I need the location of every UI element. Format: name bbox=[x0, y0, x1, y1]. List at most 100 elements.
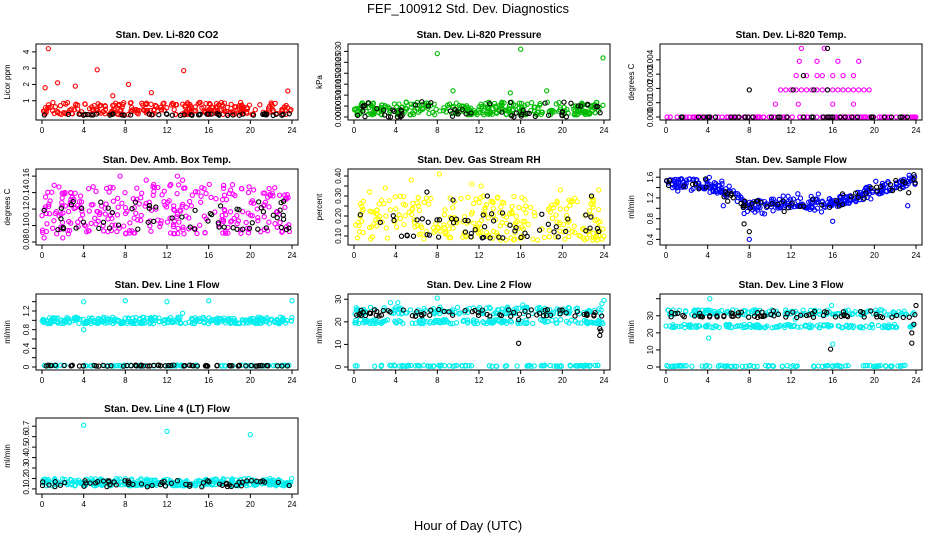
data-point bbox=[743, 363, 749, 369]
data-point bbox=[74, 202, 81, 209]
data-point bbox=[790, 362, 796, 369]
data-point bbox=[542, 307, 548, 313]
data-point bbox=[244, 478, 250, 484]
data-point bbox=[557, 187, 563, 193]
data-point bbox=[178, 208, 184, 214]
x-tick-label: 24 bbox=[288, 126, 297, 135]
x-tick-label: 20 bbox=[246, 126, 255, 135]
data-point bbox=[664, 178, 670, 184]
data-point bbox=[460, 318, 466, 324]
data-point bbox=[739, 363, 746, 370]
data-point bbox=[769, 325, 775, 331]
data-point bbox=[426, 201, 432, 207]
data-point bbox=[144, 484, 150, 490]
data-point bbox=[746, 236, 752, 243]
data-point bbox=[541, 363, 547, 369]
data-point bbox=[360, 108, 366, 114]
x-tick-label: 16 bbox=[204, 251, 213, 260]
y-tick-label: 0.002 bbox=[646, 78, 655, 99]
data-point bbox=[93, 221, 99, 227]
data-point bbox=[583, 312, 590, 318]
data-point bbox=[119, 200, 125, 206]
data-point bbox=[746, 314, 752, 320]
data-point bbox=[509, 203, 515, 210]
y-axis-label: percent bbox=[315, 193, 324, 220]
data-point bbox=[245, 189, 252, 196]
data-point bbox=[434, 50, 440, 57]
data-point bbox=[785, 193, 791, 199]
y-tick-label: 0 bbox=[22, 364, 31, 369]
x-tick-label: 24 bbox=[288, 376, 297, 385]
data-point bbox=[138, 476, 144, 482]
data-point bbox=[391, 306, 397, 313]
data-point bbox=[680, 312, 686, 319]
data-point bbox=[249, 220, 255, 226]
data-point bbox=[421, 311, 427, 317]
data-point bbox=[555, 234, 561, 240]
data-point bbox=[728, 114, 734, 120]
x-tick-label: 20 bbox=[558, 126, 567, 135]
data-point bbox=[569, 229, 575, 235]
data-points bbox=[39, 173, 293, 241]
data-point bbox=[386, 197, 392, 204]
data-point bbox=[441, 105, 447, 111]
data-point bbox=[568, 198, 574, 204]
x-tick-label: 12 bbox=[475, 126, 484, 135]
data-point bbox=[397, 113, 404, 119]
data-point bbox=[751, 313, 758, 319]
data-point bbox=[741, 321, 747, 328]
data-point bbox=[500, 235, 506, 241]
data-point bbox=[131, 215, 137, 221]
data-point bbox=[391, 217, 397, 224]
data-point bbox=[424, 189, 430, 195]
data-point bbox=[681, 321, 687, 328]
data-point bbox=[471, 319, 477, 325]
data-point bbox=[795, 191, 801, 197]
plot-frame bbox=[659, 43, 923, 121]
data-point bbox=[489, 199, 496, 205]
data-point bbox=[234, 220, 240, 227]
data-point bbox=[239, 317, 246, 323]
data-point bbox=[520, 219, 526, 225]
data-point bbox=[229, 182, 236, 188]
data-point bbox=[574, 308, 580, 315]
data-point bbox=[156, 362, 162, 368]
data-point bbox=[133, 314, 139, 321]
y-tick-label: 0.10 bbox=[22, 217, 31, 233]
data-point bbox=[595, 206, 602, 213]
data-point bbox=[75, 219, 81, 225]
y-tick-label: 0.1 bbox=[22, 483, 31, 495]
data-point bbox=[47, 362, 54, 369]
data-point bbox=[455, 111, 461, 117]
y-axis-label: Licor ppm bbox=[3, 64, 12, 99]
data-point bbox=[354, 363, 360, 369]
data-point bbox=[473, 110, 479, 116]
data-point bbox=[151, 181, 157, 188]
data-point bbox=[273, 111, 279, 117]
data-point bbox=[41, 112, 48, 118]
data-point bbox=[815, 191, 821, 197]
plot-frame bbox=[35, 293, 299, 371]
data-point bbox=[900, 314, 906, 321]
data-point bbox=[86, 228, 92, 234]
data-point bbox=[675, 310, 681, 316]
data-point bbox=[540, 313, 547, 319]
data-point bbox=[532, 113, 538, 120]
data-point bbox=[42, 85, 48, 91]
data-point bbox=[774, 324, 780, 330]
data-point bbox=[284, 363, 291, 369]
data-point bbox=[143, 477, 150, 484]
y-tick-label: 0.14 bbox=[22, 184, 31, 200]
data-point bbox=[507, 222, 513, 228]
data-point bbox=[818, 209, 825, 215]
data-point bbox=[775, 311, 782, 317]
data-point bbox=[736, 192, 742, 198]
data-point bbox=[848, 197, 854, 204]
data-point bbox=[171, 230, 178, 237]
data-point bbox=[719, 178, 725, 184]
data-point bbox=[360, 229, 366, 236]
data-point bbox=[378, 363, 384, 369]
data-point bbox=[842, 114, 848, 120]
data-point bbox=[594, 362, 601, 368]
data-point bbox=[725, 114, 731, 120]
